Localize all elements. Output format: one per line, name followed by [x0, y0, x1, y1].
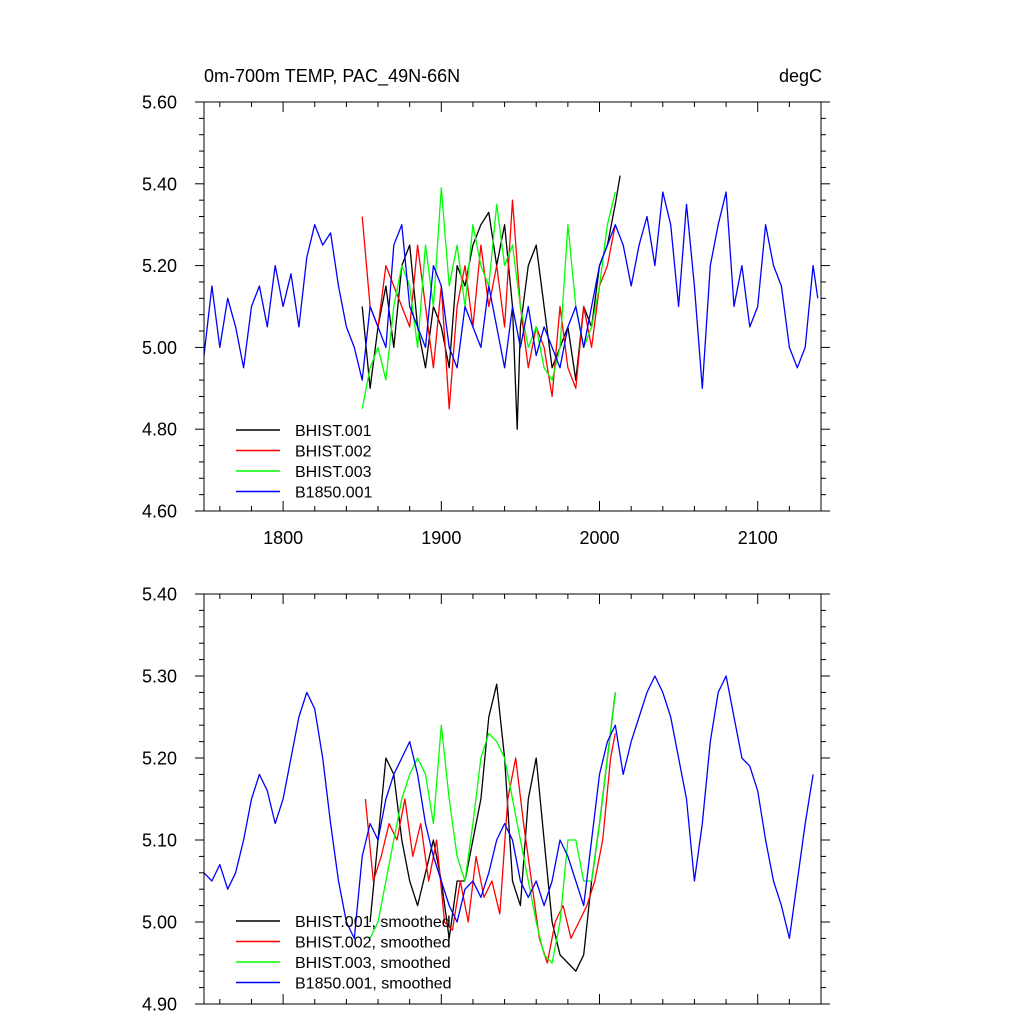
y-tick-label: 5.00 — [142, 338, 177, 358]
bottom-smoothed-panel: 4.90 5.00 5.10 5.20 5.30 5.40 BHIST.001, smoo… — [142, 585, 830, 1015]
legend-label-3: B1850.001, smoothed — [295, 976, 452, 993]
series-line-3 — [203, 191, 819, 389]
y-tick-label: 4.60 — [142, 502, 177, 522]
chart-title: 0m-700m TEMP, PAC_49N-66N — [204, 66, 460, 87]
series-group — [203, 675, 814, 972]
series-line-1 — [364, 733, 616, 964]
x-tick-label: 1800 — [263, 528, 303, 548]
series-line-3 — [203, 675, 814, 940]
legend-label-0: BHIST.001, smoothed — [295, 914, 451, 931]
legend: BHIST.001 BHIST.002 BHIST.003 B1850.001 — [236, 423, 373, 502]
legend-label-2: BHIST.003 — [295, 464, 372, 481]
y-tick-label: 5.60 — [142, 93, 177, 113]
legend-label-1: BHIST.002, smoothed — [295, 935, 451, 952]
legend-label-0: BHIST.001 — [295, 423, 372, 440]
y-tick-label: 5.00 — [142, 913, 177, 933]
top-temperature-panel: 0m-700m TEMP, PAC_49N-66N degC 1800 1900 2… — [142, 66, 830, 548]
y-tick-label: 4.80 — [142, 420, 177, 440]
plot-frame — [203, 101, 822, 512]
legend-label-1: BHIST.002 — [295, 444, 372, 461]
series-group — [203, 175, 819, 430]
series-line-2 — [369, 692, 616, 964]
y-tick-label: 4.90 — [142, 995, 177, 1015]
y-tick-label: 5.10 — [142, 831, 177, 851]
y-tick-label: 5.40 — [142, 174, 177, 194]
chart-units: degC — [779, 66, 822, 86]
legend: BHIST.001, smoothed BHIST.002, smoothed BH… — [236, 914, 452, 993]
series-line-1 — [361, 199, 616, 410]
legend-label-2: BHIST.003, smoothed — [295, 955, 451, 972]
axes-group: 1800 1900 2000 2100 4.60 4.80 5.00 5.20 5.40 5.60 — [142, 93, 830, 548]
legend-label-3: B1850.001 — [295, 485, 373, 502]
axes-group: 4.90 5.00 5.10 5.20 5.30 5.40 — [142, 585, 830, 1015]
x-tick-label: 1900 — [421, 528, 461, 548]
y-tick-label: 5.20 — [142, 749, 177, 769]
y-tick-label: 5.20 — [142, 256, 177, 276]
plot-frame — [203, 593, 822, 1005]
y-tick-label: 5.40 — [142, 585, 177, 605]
x-tick-label: 2000 — [579, 528, 619, 548]
series-line-0 — [369, 683, 616, 972]
x-tick-label: 2100 — [738, 528, 778, 548]
y-tick-label: 5.30 — [142, 667, 177, 687]
